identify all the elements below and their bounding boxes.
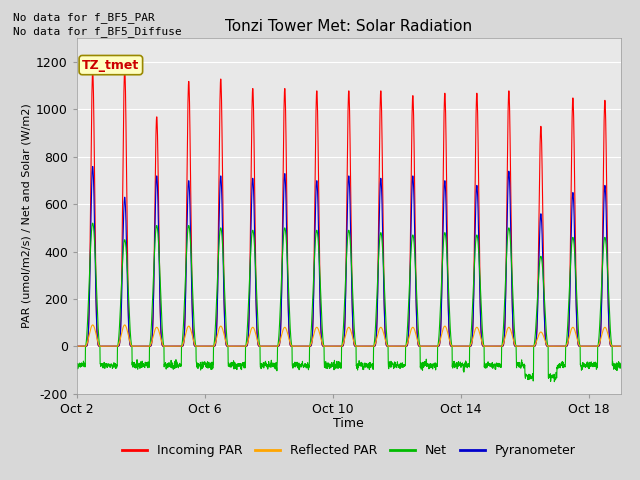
Legend: Incoming PAR, Reflected PAR, Net, Pyranometer: Incoming PAR, Reflected PAR, Net, Pyrano… [117,439,580,462]
Y-axis label: PAR (umol/m2/s) / Net and Solar (W/m2): PAR (umol/m2/s) / Net and Solar (W/m2) [22,104,32,328]
Text: No data for f_BF5_PAR: No data for f_BF5_PAR [13,12,154,23]
Text: No data for f_BF5_Diffuse: No data for f_BF5_Diffuse [13,26,182,37]
X-axis label: Time: Time [333,417,364,430]
Text: TZ_tmet: TZ_tmet [82,59,140,72]
Title: Tonzi Tower Met: Solar Radiation: Tonzi Tower Met: Solar Radiation [225,20,472,35]
